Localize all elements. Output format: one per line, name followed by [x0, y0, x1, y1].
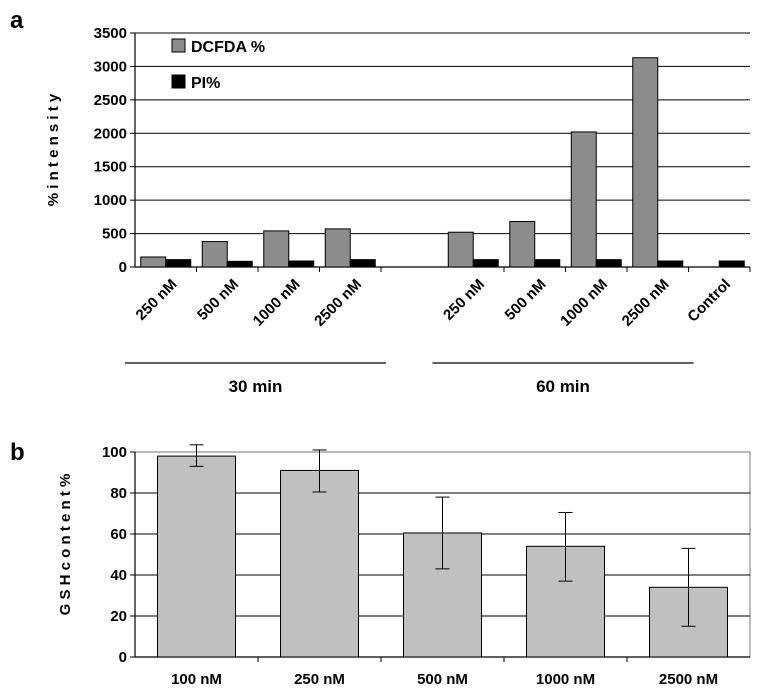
y-tick-label-a: 2500: [94, 92, 127, 109]
panel-label-b: b: [10, 439, 25, 466]
bar-dcfda: [570, 131, 597, 268]
legend-label-pi: PI%: [191, 75, 220, 92]
bar-dcfda: [201, 241, 228, 268]
bar-dcfda: [140, 256, 167, 268]
group-label: 60 min: [536, 377, 590, 396]
x-tick-label-a: 2500 nM: [311, 276, 365, 330]
bar-pi: [226, 260, 253, 268]
group-label: 30 min: [229, 377, 283, 396]
bar-dcfda: [447, 231, 474, 268]
y-tick-label-a: 1500: [94, 159, 127, 176]
x-tick-label-a: 1000 nM: [557, 276, 611, 330]
bar-dcfda: [632, 57, 659, 268]
y-tick-label-a: 1000: [94, 192, 127, 209]
y-tick-label-a: 500: [102, 226, 127, 243]
x-tick-label-a: 250 nM: [440, 276, 488, 324]
bar-gsh: [280, 469, 359, 658]
x-tick-label-a: 500 nM: [502, 276, 550, 324]
x-tick-label-b: 2500 nM: [659, 671, 718, 688]
y-tick-label-a: 2000: [94, 125, 127, 142]
x-tick-label-a: 250 nM: [133, 276, 181, 324]
y-tick-label-b: 80: [110, 485, 127, 502]
legend-swatch-dcfda: [171, 38, 186, 53]
x-tick-label-b: 1000 nM: [536, 671, 595, 688]
panel-label-a: a: [10, 7, 24, 34]
x-tick-label-a: 1000 nM: [250, 276, 304, 330]
bar-dcfda: [509, 221, 536, 268]
y-tick-label-b: 0: [119, 649, 127, 666]
bar-pi: [534, 259, 561, 268]
x-tick-label-a: 500 nM: [194, 276, 242, 324]
bar-dcfda: [324, 228, 351, 268]
y-tick-label-b: 20: [110, 608, 127, 625]
y-tick-label-a: 3000: [94, 58, 127, 75]
bar-gsh: [526, 545, 605, 658]
legend-swatch-pi: [171, 74, 186, 89]
y-tick-label-a: 3500: [94, 25, 127, 42]
legend-label-dcfda: DCFDA %: [191, 39, 265, 56]
y-tick-label-a: 0: [119, 259, 127, 276]
bar-pi: [657, 260, 684, 268]
chart-a: a 0 500 1000 1500 2000 2500 3000 3500 % i n t e n…: [10, 7, 751, 396]
bar-pi: [472, 259, 499, 268]
y-tick-label-b: 60: [110, 526, 127, 543]
x-tick-label-a: Control: [684, 276, 734, 326]
bar-gsh: [157, 455, 236, 658]
x-tick-label-b: 100 nM: [171, 671, 222, 688]
bar-pi: [288, 260, 315, 268]
y-tick-label-b: 100: [102, 444, 127, 461]
x-tick-label-b: 250 nM: [294, 671, 345, 688]
y-axis-label-a: % i n t e n s i t y: [45, 93, 62, 206]
bar-dcfda: [263, 230, 290, 268]
y-axis-label-b: G S H c o n t e n t %: [57, 474, 74, 616]
y-tick-label-b: 40: [110, 567, 127, 584]
x-tick-label-b: 500 nM: [417, 671, 468, 688]
bar-pi: [718, 260, 745, 268]
bar-pi: [595, 259, 622, 268]
chart-b: b 0 20 40 60 80 100 G S H c o n t e n t % 100 nM…: [10, 439, 751, 688]
bar-pi: [349, 259, 376, 268]
x-tick-label-a: 2500 nM: [619, 276, 673, 330]
bar-pi: [165, 259, 192, 268]
